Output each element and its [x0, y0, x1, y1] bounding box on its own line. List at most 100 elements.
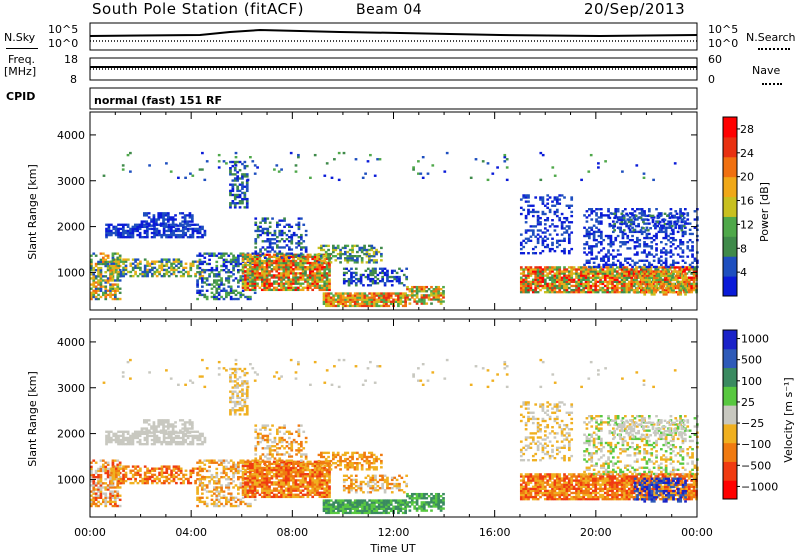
power-cell: [591, 272, 595, 275]
power-cell: [348, 255, 352, 258]
power-cell: [613, 288, 617, 292]
power-cell: [399, 302, 403, 306]
power-cell: [346, 250, 350, 254]
power-cell: [280, 233, 284, 237]
power-cell: [671, 261, 675, 265]
power-cell: [567, 278, 571, 281]
power-cell: [527, 274, 530, 277]
station-title: South Pole Station (fitACF): [92, 0, 304, 18]
power-cell: [369, 277, 373, 281]
velocity-cell: [134, 479, 137, 483]
power-cell: [404, 304, 407, 308]
ytick-label: 3000: [57, 175, 85, 188]
power-cell: [607, 210, 610, 213]
power-cell: [111, 275, 115, 278]
power-cell: [585, 216, 589, 219]
power-cell: [109, 287, 112, 290]
power-cell: [676, 285, 680, 288]
power-cell: [398, 275, 401, 279]
power-cell: [182, 268, 185, 272]
power-cell: [313, 255, 317, 259]
velocity-cell: [170, 475, 173, 479]
power-cell: [118, 279, 122, 282]
power-cell: [591, 276, 595, 279]
velocity-cell: [154, 427, 158, 430]
power-cell: [587, 280, 590, 284]
power-cell: [374, 271, 377, 275]
power-cell: [567, 241, 571, 245]
power-cell: [522, 286, 526, 290]
power-cell: [146, 272, 149, 276]
power-cell: [667, 238, 670, 242]
power-cell: [425, 290, 429, 293]
velocity-cell: [99, 490, 103, 493]
power-cell: [640, 272, 644, 276]
power-cell: [351, 257, 354, 260]
power-cell: [595, 208, 598, 211]
velocity-cell: [133, 430, 137, 433]
power-cell: [259, 229, 262, 233]
power-cell: [217, 256, 221, 259]
power-cell: [370, 246, 374, 250]
power-cell: [112, 266, 116, 270]
power-cell: [344, 298, 347, 301]
velocity-cell: [160, 473, 164, 477]
velocity-cell: [124, 438, 128, 442]
power-cell: [372, 250, 376, 254]
power-cell: [611, 270, 614, 273]
power-cell: [621, 241, 625, 244]
power-cell: [237, 297, 240, 301]
power-cell: [282, 268, 286, 271]
power-cell: [222, 268, 226, 272]
power-cell: [277, 266, 281, 269]
power-cell: [114, 297, 117, 301]
power-cell: [150, 220, 153, 223]
velocity-cell: [177, 473, 181, 477]
power-cell: [104, 289, 108, 292]
power-cell: [615, 284, 619, 288]
power-cell: [104, 295, 108, 299]
noise-tick-top: 10^5: [48, 23, 79, 36]
power-cell: [99, 287, 103, 290]
power-cell: [191, 231, 195, 235]
power-cell: [253, 266, 257, 269]
power-cell: [294, 286, 298, 289]
power-cell: [304, 250, 308, 253]
power-cell: [615, 290, 619, 294]
power-cell: [189, 235, 192, 239]
power-cell: [348, 257, 352, 260]
power-cell: [536, 233, 540, 236]
power-cell: [107, 229, 111, 233]
power-cell: [602, 263, 606, 267]
power-cell: [587, 170, 591, 173]
power-cell: [349, 302, 352, 306]
power-cell: [592, 257, 596, 260]
power-cell: [229, 258, 233, 262]
power-cell: [92, 289, 96, 292]
power-cell: [529, 280, 533, 284]
power-cell: [620, 268, 624, 271]
velocity-cell: [215, 496, 219, 499]
power-cell: [643, 263, 646, 267]
velocity-cell: [189, 475, 193, 479]
power-cell: [603, 284, 607, 288]
power-cell: [640, 230, 644, 234]
power-cell: [275, 274, 279, 277]
power-cell: [531, 204, 535, 207]
power-cell: [543, 270, 547, 273]
power-cell: [399, 294, 403, 297]
power-cell: [539, 268, 542, 271]
power-cell: [664, 293, 668, 296]
power-cell: [592, 232, 596, 236]
power-cell: [652, 216, 656, 219]
power-cell: [328, 278, 331, 281]
power-cell: [445, 151, 449, 155]
power-cell: [213, 279, 216, 282]
power-cell: [630, 276, 634, 279]
power-cell: [543, 290, 547, 294]
power-cell: [90, 283, 93, 286]
power-cell: [283, 240, 286, 243]
velocity-cell: [203, 488, 207, 491]
power-cell: [361, 292, 364, 295]
power-cell: [327, 296, 331, 299]
